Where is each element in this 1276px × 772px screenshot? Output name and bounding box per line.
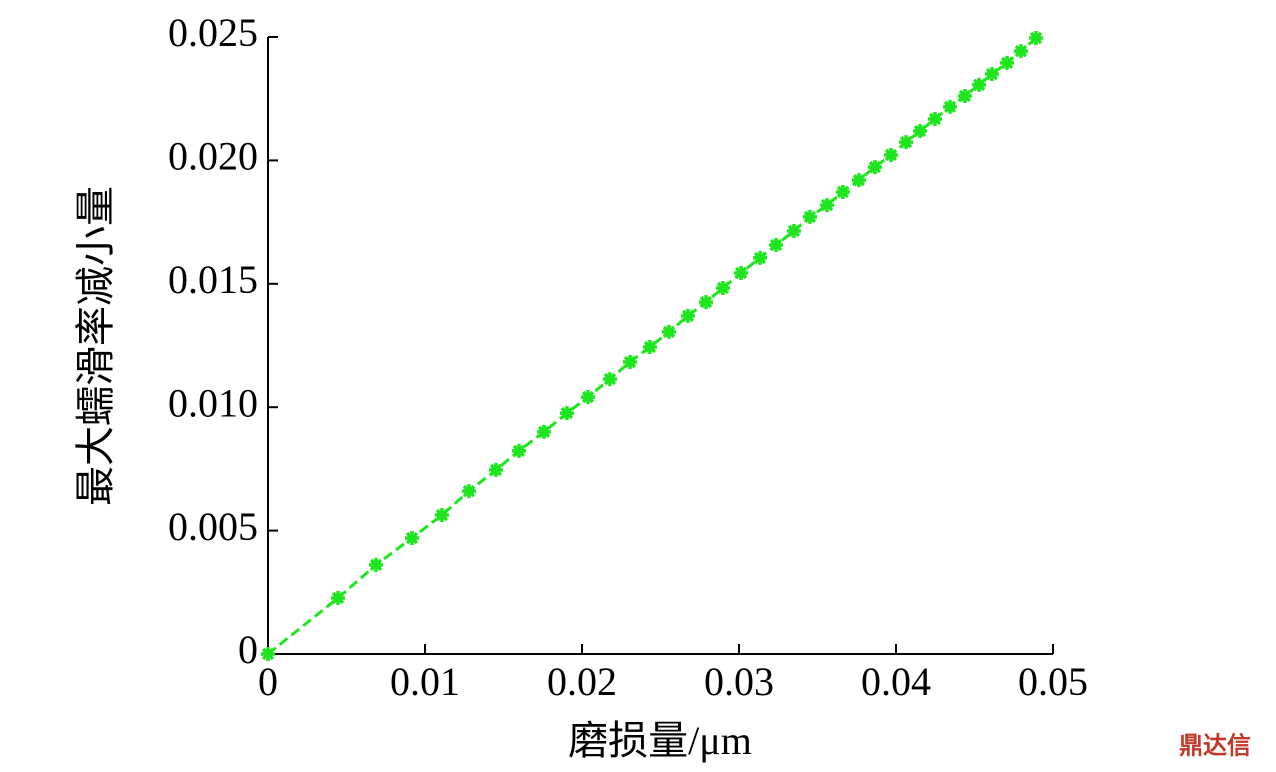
marker	[642, 339, 657, 354]
marker	[404, 531, 419, 546]
marker	[927, 111, 942, 126]
y-tick-label: 0.020	[168, 134, 258, 179]
marker	[331, 590, 346, 605]
marker	[786, 223, 801, 238]
marker	[715, 280, 730, 295]
marker	[559, 406, 574, 421]
marker	[734, 265, 749, 280]
y-tick-label: 0.010	[168, 380, 258, 425]
marker	[512, 443, 527, 458]
marker	[261, 647, 275, 661]
marker	[623, 355, 638, 370]
x-tick-label: 0.01	[390, 659, 460, 704]
y-tick-label: 0	[238, 627, 258, 672]
marker	[369, 557, 384, 572]
x-tick-label: 0.04	[861, 659, 931, 704]
y-tick-label: 0.025	[168, 10, 258, 55]
marker	[913, 124, 928, 139]
x-tick-label: 0.05	[1018, 659, 1088, 704]
x-tick-label: 0.03	[704, 659, 774, 704]
y-axis-label: 最大蠕滑率减小量	[73, 186, 118, 506]
marker	[580, 390, 595, 405]
marker	[461, 484, 476, 499]
marker	[957, 88, 972, 103]
marker	[488, 462, 503, 477]
x-tick-label: 0.02	[547, 659, 617, 704]
marker	[699, 295, 714, 310]
y-tick-label: 0.005	[168, 504, 258, 549]
marker	[769, 238, 784, 253]
x-tick-label: 0	[258, 659, 278, 704]
marker	[883, 147, 898, 162]
marker	[802, 209, 817, 224]
watermark: 鼎达信	[1179, 732, 1251, 760]
marker	[820, 198, 835, 213]
x-axis-label: 磨损量/μm	[568, 718, 752, 763]
marker	[867, 160, 882, 175]
marker	[943, 99, 958, 114]
marker	[1013, 44, 1028, 59]
marker	[661, 324, 676, 339]
marker	[680, 308, 695, 323]
marker	[753, 250, 768, 265]
marker	[851, 173, 866, 188]
marker	[835, 184, 850, 199]
marker	[899, 135, 914, 150]
marker	[537, 424, 552, 439]
marker	[602, 372, 617, 387]
marker	[999, 55, 1014, 70]
marker	[984, 67, 999, 82]
marker	[972, 77, 987, 92]
marker	[1029, 30, 1044, 45]
marker	[434, 508, 449, 523]
y-tick-label: 0.015	[168, 257, 258, 302]
